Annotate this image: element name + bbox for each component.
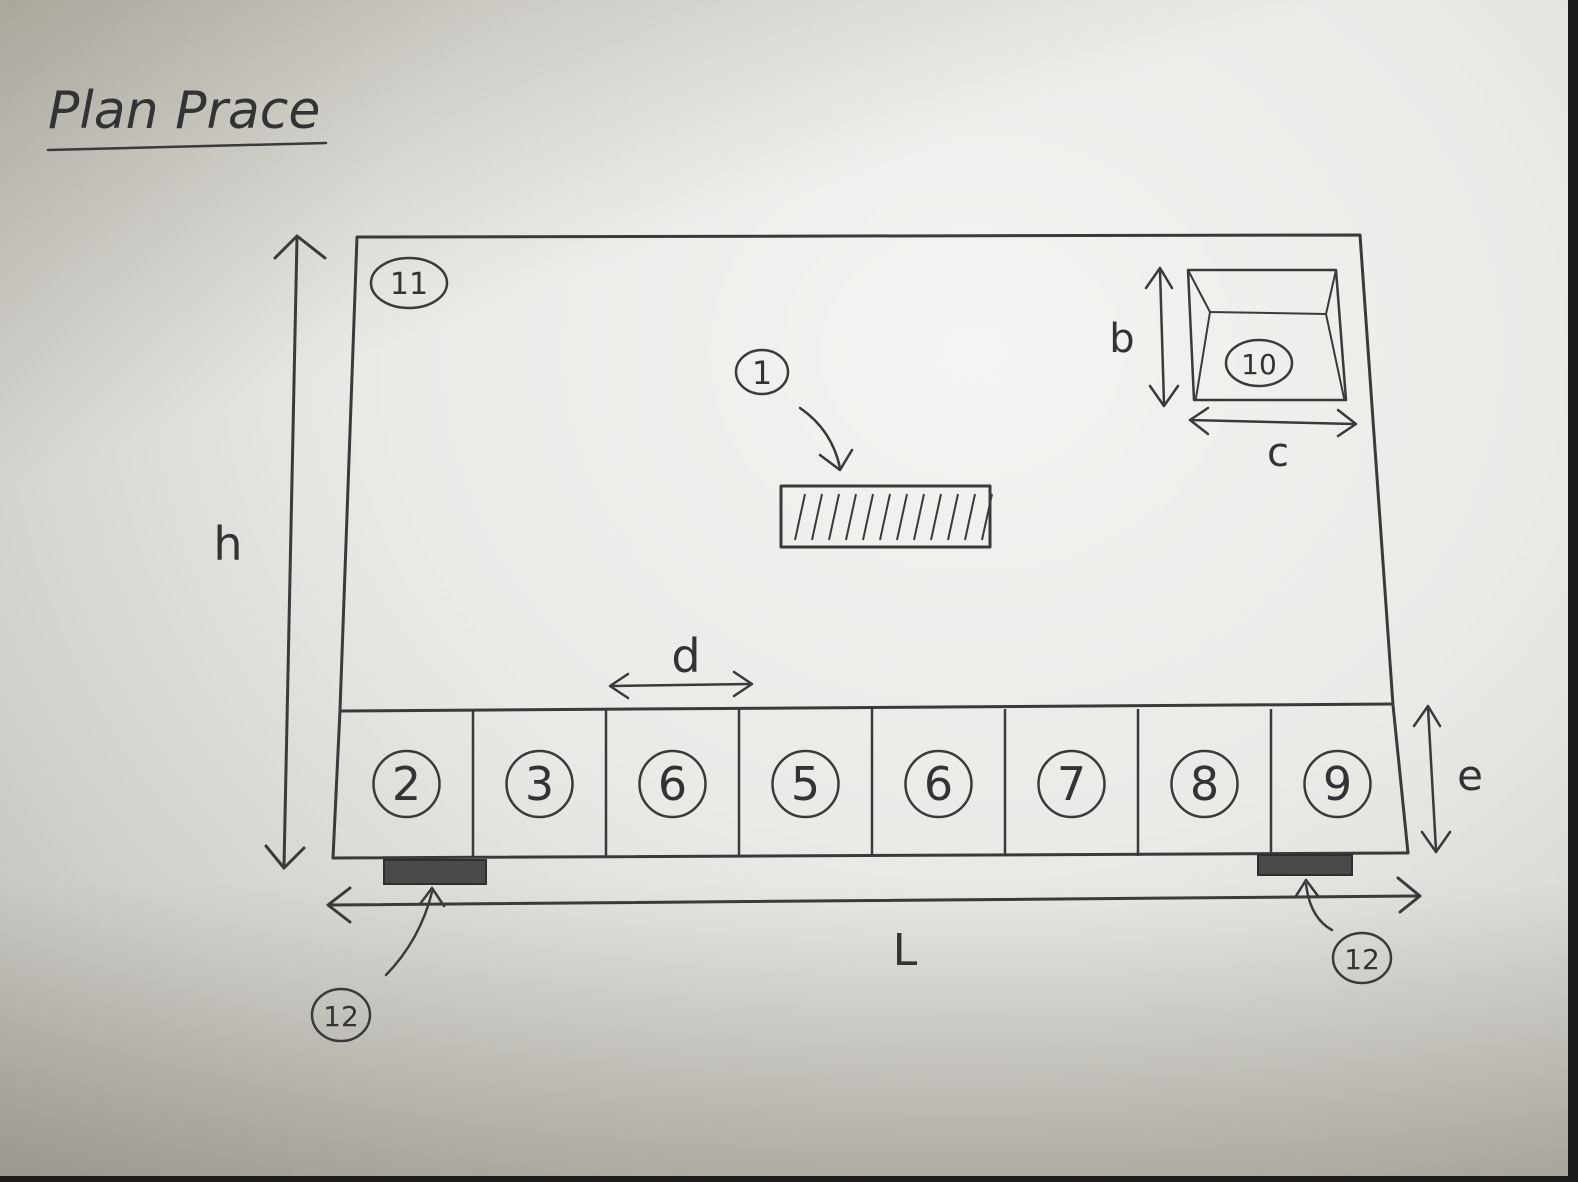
cell: 2 xyxy=(372,749,441,819)
c-label: c xyxy=(1267,430,1289,476)
item-12-right-block xyxy=(1257,854,1353,876)
cell-number: 9 xyxy=(1323,757,1352,811)
marker-11-label: 11 xyxy=(390,267,428,302)
marker-12-right-label: 12 xyxy=(1344,943,1380,976)
cell-number-circle xyxy=(505,749,574,819)
hatch-line xyxy=(845,493,857,541)
cell-number-circle xyxy=(1037,749,1106,819)
hatch-line xyxy=(896,493,908,541)
hatching xyxy=(794,493,993,541)
cell-number: 6 xyxy=(658,757,687,811)
dimension-c: c xyxy=(1188,406,1358,476)
cell-row-top-line xyxy=(339,702,1394,713)
hatch-line xyxy=(947,493,959,541)
title-underline xyxy=(46,141,328,152)
hatch-line xyxy=(828,493,840,541)
dimension-e: e xyxy=(1412,704,1483,854)
cell-number: 6 xyxy=(924,757,953,811)
dimension-b: b xyxy=(1109,266,1180,408)
height-label: h xyxy=(213,517,242,571)
item-12-left-block xyxy=(383,859,487,885)
cell-number: 2 xyxy=(392,757,421,811)
length-dimension-L: L xyxy=(326,876,1422,976)
cell: 5 xyxy=(737,709,840,856)
hatch-line xyxy=(811,493,823,541)
cell-number: 7 xyxy=(1057,757,1086,811)
cell-row: 2 3 6 5 6 7 8 9 xyxy=(339,702,1394,856)
cell: 6 xyxy=(870,709,973,856)
dimension-d: d xyxy=(608,629,754,700)
cell-number-circle xyxy=(1303,749,1372,819)
hatch-line xyxy=(879,493,891,541)
cell-number: 5 xyxy=(791,757,820,811)
cell-number-circle xyxy=(372,749,441,819)
hatch-line xyxy=(862,493,874,541)
item-1: 1 xyxy=(734,348,993,549)
hatch-line xyxy=(981,493,993,541)
cell-number-circle xyxy=(1170,749,1239,819)
cell-number-circle xyxy=(638,749,707,819)
cell: 7 xyxy=(1003,709,1106,856)
marker-11: 11 xyxy=(369,256,449,310)
b-label: b xyxy=(1109,316,1134,362)
marker-12-left-label: 12 xyxy=(323,1000,359,1033)
marker-10-label: 10 xyxy=(1241,348,1277,381)
item-12-left: 12 xyxy=(310,859,487,1043)
d-label: d xyxy=(671,629,700,683)
cell: 3 xyxy=(471,709,574,856)
cell: 6 xyxy=(604,709,707,856)
marker-1-label: 1 xyxy=(752,354,772,392)
hatch-line xyxy=(964,493,976,541)
cell: 8 xyxy=(1136,709,1239,856)
height-dimension-h: h xyxy=(213,234,327,870)
e-label: e xyxy=(1457,751,1483,800)
hatch-line xyxy=(913,493,925,541)
cell-number: 8 xyxy=(1190,757,1219,811)
cell: 9 xyxy=(1269,709,1372,856)
item-10-box: 10 xyxy=(1186,268,1348,402)
cell-number-circle xyxy=(771,749,840,819)
item-12-right: 12 xyxy=(1257,854,1393,985)
cell-number-circle xyxy=(904,749,973,819)
hatch-line xyxy=(930,493,942,541)
plan-title: Plan Prace xyxy=(48,81,320,141)
cell-number: 3 xyxy=(525,757,554,811)
hatch-line xyxy=(794,493,806,541)
length-label: L xyxy=(893,925,918,976)
